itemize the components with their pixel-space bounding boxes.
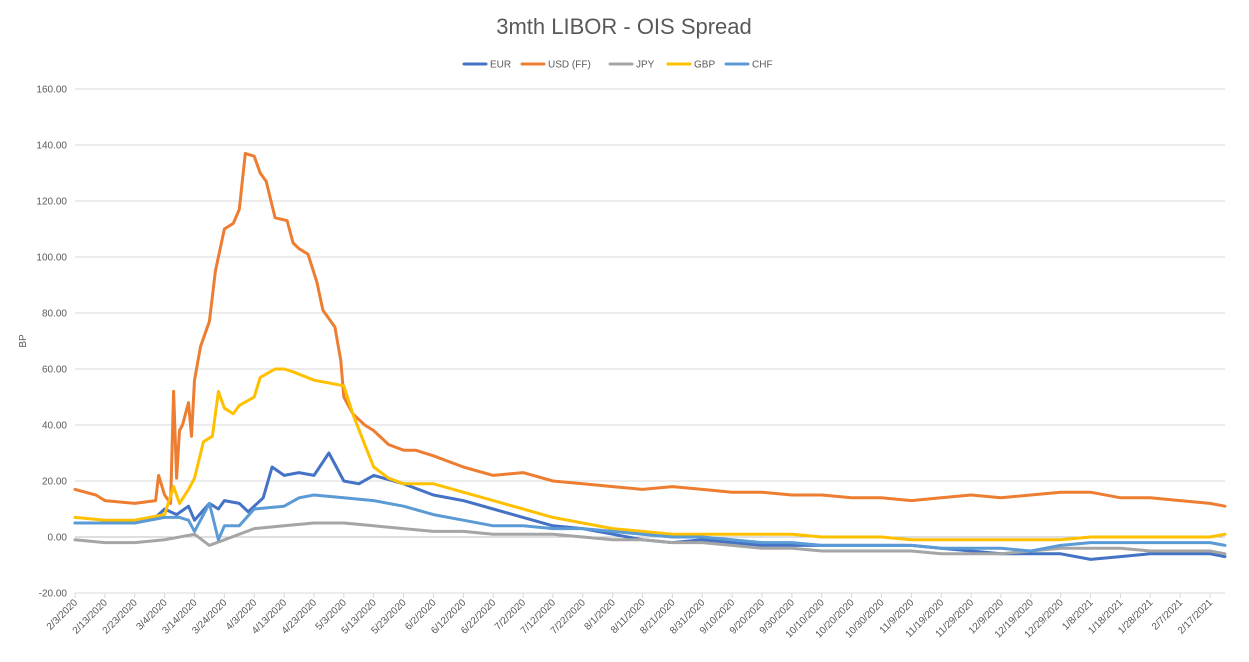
gridlines xyxy=(75,88,1225,594)
y-tick-label: -20.00 xyxy=(39,589,68,600)
series-line-eur xyxy=(73,451,1227,561)
legend-item: USD (FF) xyxy=(520,60,591,71)
legend-label: EUR xyxy=(490,60,511,71)
chart-title: 3mth LIBOR - OIS Spread xyxy=(496,14,752,39)
legend-label: JPY xyxy=(636,60,655,71)
y-axis-title: BP xyxy=(18,334,29,348)
y-tick-label: 20.00 xyxy=(42,477,67,488)
legend-item: EUR xyxy=(462,60,511,71)
y-tick-label: 120.00 xyxy=(36,197,67,208)
legend-label: GBP xyxy=(694,60,715,71)
y-tick-label: 100.00 xyxy=(36,253,67,264)
y-tick-label: 60.00 xyxy=(42,365,67,376)
series-line-gbp xyxy=(73,367,1227,542)
legend-label: CHF xyxy=(752,60,773,71)
legend-item: GBP xyxy=(666,60,715,71)
series-line-chf xyxy=(73,493,1227,553)
y-tick-label: 0.00 xyxy=(48,533,68,544)
series-layer xyxy=(73,151,1227,561)
legend-label: USD (FF) xyxy=(548,60,591,71)
legend: EUR USD (FF) JPY GBP CHF xyxy=(462,60,773,71)
y-tick-label: 80.00 xyxy=(42,309,67,320)
legend-item: JPY xyxy=(608,60,655,71)
y-tick-label: 160.00 xyxy=(36,85,67,96)
y-tick-label: 40.00 xyxy=(42,421,67,432)
series-line-usd-ff xyxy=(73,151,1227,508)
y-axis: -20.00 0.00 20.00 40.00 60.00 80.00 100.00 120.… xyxy=(36,85,67,600)
y-tick-label: 140.00 xyxy=(36,141,67,152)
legend-item: CHF xyxy=(724,60,773,71)
